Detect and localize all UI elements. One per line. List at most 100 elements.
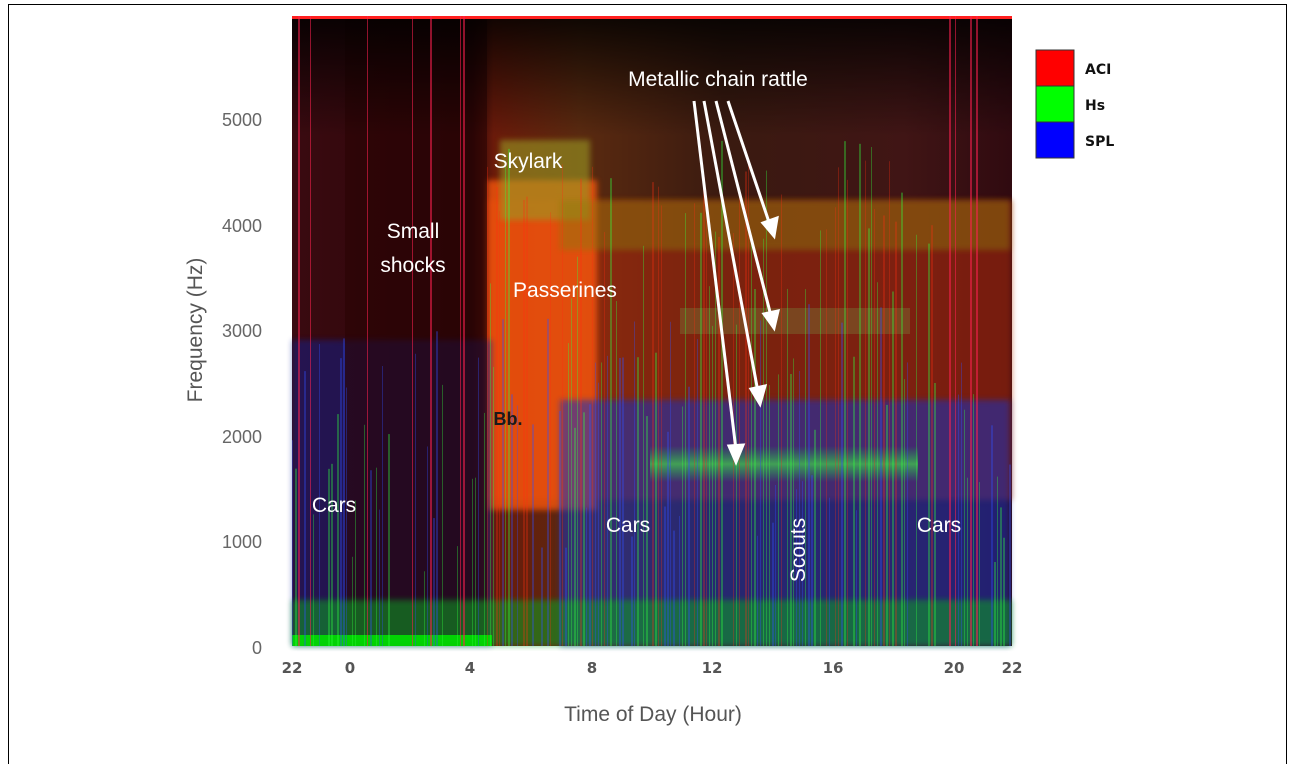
annotation-cars: Cars <box>312 494 356 517</box>
spectrogram-streak <box>835 207 836 647</box>
annotation-bb: Bb. <box>494 409 523 429</box>
spectrogram-streak <box>577 256 578 646</box>
spectrogram-streak <box>508 148 510 646</box>
spectrogram-streak <box>478 357 479 646</box>
annotation-passerines: Passerines <box>513 279 617 302</box>
spectrogram-streak <box>655 352 657 646</box>
spectrogram-streak <box>901 192 903 646</box>
spectrogram-streak <box>604 232 605 646</box>
spectrogram-streak <box>607 355 608 646</box>
spectrogram-streak <box>634 321 635 646</box>
spectrogram-streak <box>685 213 686 646</box>
spectrogram-streak <box>388 434 390 646</box>
spectrogram-streak <box>583 412 585 646</box>
spectrogram-streak <box>475 477 476 646</box>
spectrogram-streak <box>715 231 716 646</box>
spectrogram-streak <box>772 522 774 646</box>
spectrogram-streak <box>796 489 797 646</box>
spectrogram-streak <box>718 236 720 646</box>
spectrogram-streak <box>766 170 767 646</box>
spectrogram-streak <box>688 386 690 646</box>
legend-swatch-spl <box>1035 121 1075 159</box>
spectrogram-streak <box>580 178 582 646</box>
spectrogram-streak <box>904 379 905 646</box>
spectrogram-streak <box>592 166 593 646</box>
spectrogram-streak <box>928 243 930 646</box>
spectrogram-streak <box>412 16 413 646</box>
spectrogram-streak <box>331 463 333 646</box>
spectrogram-streak <box>865 160 866 647</box>
spectrogram-streak <box>745 171 747 646</box>
spectrogram-streak <box>748 161 749 646</box>
spectrogram-streak <box>907 362 908 646</box>
spectrogram-streak <box>487 166 488 646</box>
spectrogram-streak <box>298 16 300 646</box>
spectrogram-streak <box>292 440 293 646</box>
spectrogram-streak <box>829 497 830 646</box>
spectrogram-streak <box>1009 464 1011 646</box>
legend-swatch-hs <box>1035 85 1075 123</box>
spectrogram-streak <box>415 353 416 646</box>
spectrogram-streak <box>589 404 591 646</box>
spectrogram-streak <box>586 507 587 646</box>
x-axis: 22 0 4 8 12 16 20 22 <box>282 659 1023 677</box>
spectrogram-streak <box>778 374 779 646</box>
spectrogram-streak <box>757 535 758 646</box>
spectrogram-streak <box>424 571 425 646</box>
legend: ACI Hs SPL <box>1035 49 1114 159</box>
spectrogram-streak <box>568 343 569 646</box>
spectrogram-streak <box>793 358 794 646</box>
spectrogram-streak <box>427 446 428 646</box>
spectrogram-streak <box>1003 537 1005 646</box>
y-axis-label: Frequency (Hz) <box>184 258 207 403</box>
spectrogram-streak <box>721 140 723 646</box>
annotation-cars: Cars <box>917 514 961 537</box>
spectrogram-streak <box>571 298 572 646</box>
spectrogram-streak <box>526 196 528 646</box>
y-tick-label: 1000 <box>222 532 262 552</box>
spectrogram-streak <box>436 331 438 646</box>
spectrogram-streak <box>805 289 806 646</box>
spectrogram-streak <box>751 237 752 646</box>
spectrogram-streak <box>379 509 380 646</box>
spectrogram-streak <box>958 394 959 646</box>
x-tick-label: 22 <box>1002 659 1023 677</box>
spectrogram-streak <box>547 318 549 646</box>
arrow <box>692 100 746 466</box>
legend-label-spl: SPL <box>1085 134 1114 150</box>
spectrogram-streak <box>673 530 675 646</box>
y-tick-label: 4000 <box>222 216 262 236</box>
spectrogram-streak <box>460 16 461 646</box>
spectrogram-streak <box>472 478 473 646</box>
spectrogram-streak <box>598 382 599 646</box>
spectrogram-streak <box>712 325 713 646</box>
spectrogram-streak <box>442 384 443 646</box>
spectrogram-streak <box>790 374 792 646</box>
spectrogram-streak <box>643 245 644 646</box>
spectrogram-streak <box>955 16 956 646</box>
spectrogram-streak <box>700 212 702 646</box>
spectrogram-streak <box>853 356 855 646</box>
spectrogram-streak <box>682 406 683 646</box>
spectrogram-streak <box>775 484 776 646</box>
spectrogram-streak <box>811 475 813 646</box>
spectrogram-streak <box>364 424 365 646</box>
arrow <box>714 100 781 332</box>
spectrogram-streak <box>517 405 518 646</box>
y-tick-label: 2000 <box>222 427 262 447</box>
spectrogram-streak <box>997 476 998 646</box>
spectrogram-streak <box>493 366 494 646</box>
spectrogram-streak <box>340 358 342 646</box>
spectrogram-streak <box>430 16 432 646</box>
spectrogram-streak <box>370 470 372 646</box>
spectrogram-streak <box>886 404 888 646</box>
spectrogram-streak <box>736 324 737 646</box>
spectrogram-streak <box>979 482 980 646</box>
spectrogram-streak <box>499 211 500 647</box>
spectrogram-streak <box>967 477 968 646</box>
y-tick-label: 0 <box>252 638 262 658</box>
spectrogram-streak <box>703 177 705 646</box>
spectrogram-streak <box>877 282 878 646</box>
spectrogram-streak <box>337 414 339 646</box>
